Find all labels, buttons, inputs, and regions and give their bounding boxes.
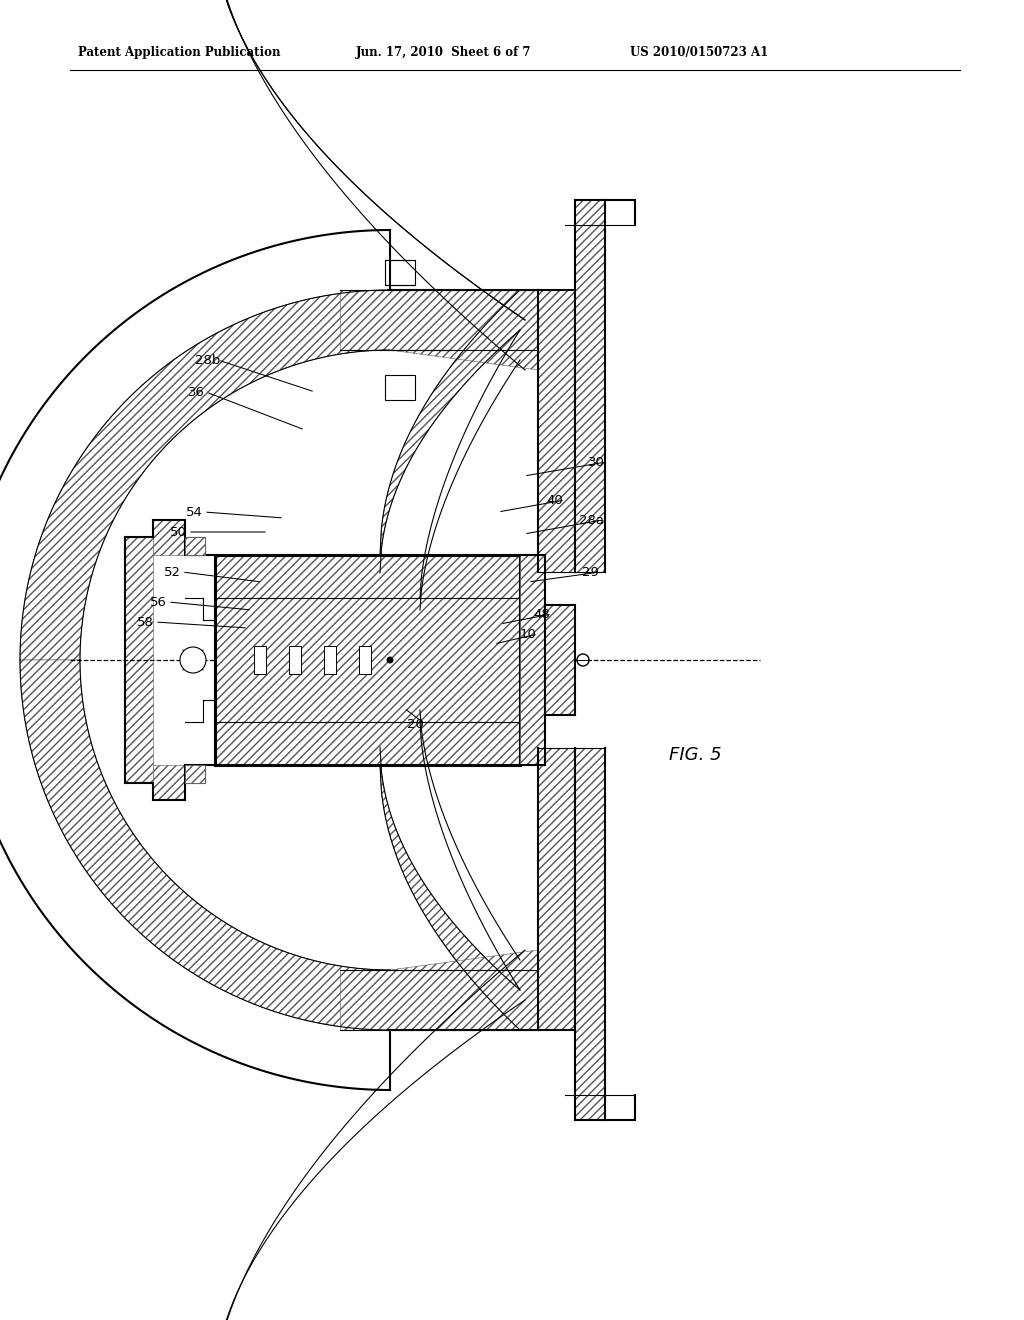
Text: Jun. 17, 2010  Sheet 6 of 7: Jun. 17, 2010 Sheet 6 of 7	[356, 46, 531, 59]
Polygon shape	[185, 537, 205, 554]
Polygon shape	[215, 554, 520, 766]
Bar	[289, 645, 301, 675]
Text: 52: 52	[164, 565, 180, 578]
Polygon shape	[153, 520, 185, 554]
Text: 40: 40	[547, 494, 563, 507]
Polygon shape	[125, 537, 153, 783]
Circle shape	[577, 653, 589, 667]
Polygon shape	[380, 747, 520, 1030]
Polygon shape	[185, 766, 205, 783]
Text: FIG. 5: FIG. 5	[669, 746, 721, 764]
Text: US 2010/0150723 A1: US 2010/0150723 A1	[630, 46, 768, 59]
Text: 29: 29	[582, 565, 598, 578]
Polygon shape	[390, 950, 538, 1030]
Bar	[359, 645, 371, 675]
Circle shape	[180, 647, 206, 673]
Text: 50: 50	[170, 525, 186, 539]
Polygon shape	[385, 375, 415, 400]
Polygon shape	[380, 290, 520, 573]
Text: 58: 58	[136, 615, 154, 628]
Text: 56: 56	[150, 595, 167, 609]
Polygon shape	[390, 290, 538, 370]
Polygon shape	[538, 748, 575, 1030]
Polygon shape	[20, 660, 390, 1030]
Polygon shape	[20, 290, 390, 660]
Bar	[254, 645, 266, 675]
Text: 20: 20	[407, 718, 424, 730]
Polygon shape	[575, 201, 605, 572]
Polygon shape	[575, 748, 605, 1119]
Polygon shape	[545, 605, 575, 715]
Text: 28b: 28b	[196, 354, 221, 367]
Polygon shape	[185, 537, 205, 554]
Text: 30: 30	[588, 455, 604, 469]
Text: 10: 10	[519, 627, 537, 640]
Text: 54: 54	[185, 506, 203, 519]
Text: 28a: 28a	[580, 513, 604, 527]
Polygon shape	[520, 554, 545, 766]
Polygon shape	[538, 290, 575, 572]
Polygon shape	[385, 260, 415, 285]
Polygon shape	[340, 290, 538, 350]
Polygon shape	[153, 766, 185, 800]
Polygon shape	[340, 970, 538, 1030]
Bar	[324, 645, 336, 675]
Text: Patent Application Publication: Patent Application Publication	[78, 46, 281, 59]
Text: 36: 36	[187, 385, 205, 399]
Text: 48: 48	[534, 607, 550, 620]
Circle shape	[386, 656, 393, 664]
Polygon shape	[185, 766, 205, 783]
